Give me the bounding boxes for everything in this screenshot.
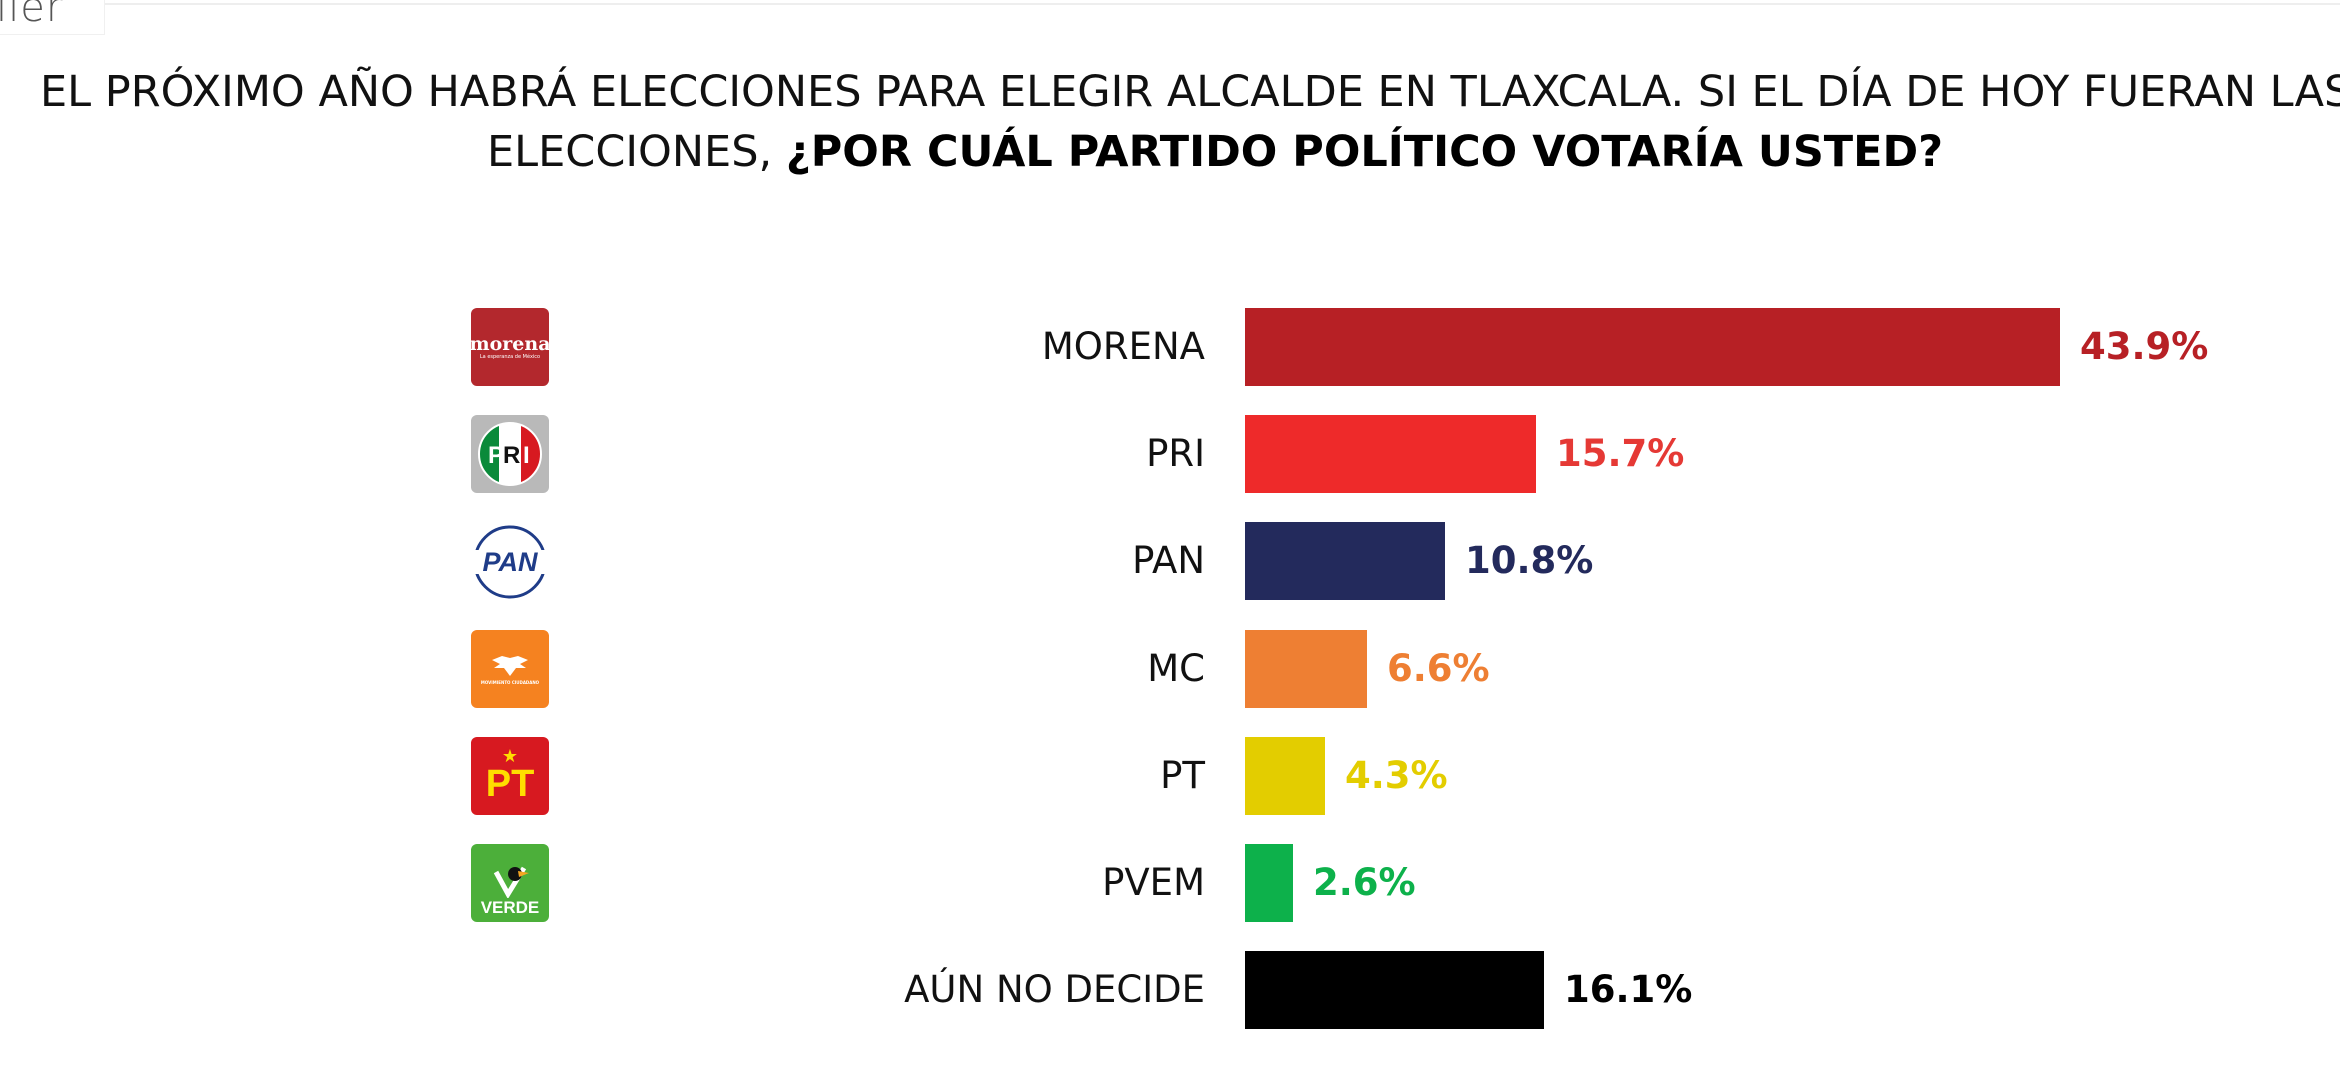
value-label-aun-no-decide: 16.1%: [1564, 968, 1693, 1011]
brand-logo: ller: [0, 0, 105, 35]
pri-logo-i: I: [523, 442, 530, 469]
value-label-mc: 6.6%: [1387, 647, 1490, 690]
category-label-pri: PRI: [1146, 432, 1205, 475]
corner-decoration: [2235, 0, 2340, 40]
title-line-1: EL PRÓXIMO AÑO HABRÁ ELECCIONES PARA ELE…: [40, 67, 2340, 117]
category-label-pt: PT: [1160, 754, 1205, 797]
pri-logo-emblem: P R I: [478, 422, 542, 486]
top-divider: [104, 3, 2340, 5]
pvem-logo-text: VERDE: [480, 898, 540, 917]
morena-logo-text: morena: [471, 333, 549, 355]
pri-logo: P R I: [471, 415, 549, 493]
pan-logo-text: PAN: [482, 547, 538, 577]
category-label-mc: MC: [1147, 647, 1205, 690]
pt-logo: ★ PT: [471, 737, 549, 815]
title-line-2-prefix: ELECCIONES,: [487, 127, 786, 177]
brand-wordmark: ller: [0, 0, 64, 31]
eagle-icon: [492, 655, 528, 676]
pri-logo-r: R: [503, 442, 520, 469]
mc-logo-text: MOVIMIENTO CIUDADANO: [480, 679, 540, 685]
category-label-morena: MORENA: [1041, 325, 1205, 368]
bar-aun-no-decide: [1245, 951, 1544, 1029]
value-label-pt: 4.3%: [1345, 754, 1448, 797]
morena-logo: morena La esperanza de México: [471, 308, 549, 386]
mc-logo: MOVIMIENTO CIUDADANO: [471, 630, 549, 708]
category-label-pvem: PVEM: [1102, 861, 1205, 904]
pri-logo-p: P: [488, 442, 504, 469]
toucan-icon: [493, 866, 529, 898]
chart-title: EL PRÓXIMO AÑO HABRÁ ELECCIONES PARA ELE…: [40, 62, 2340, 182]
value-label-pan: 10.8%: [1465, 539, 1594, 582]
bar-pvem: [1245, 844, 1293, 922]
morena-logo-tagline: La esperanza de México: [479, 354, 541, 360]
pan-logo-emblem: PAN: [473, 525, 547, 599]
category-label-pan: PAN: [1132, 539, 1205, 582]
bar-morena: [1245, 308, 2060, 386]
bar-pt: [1245, 737, 1325, 815]
bar-pan: [1245, 522, 1445, 600]
bar-pri: [1245, 415, 1536, 493]
pan-logo: PAN: [471, 523, 549, 601]
star-icon: ★: [501, 746, 519, 767]
value-label-pvem: 2.6%: [1313, 861, 1416, 904]
pvem-logo: VERDE: [471, 844, 549, 922]
title-question: ¿POR CUÁL PARTIDO POLÍTICO VOTARÍA USTED…: [785, 127, 1944, 177]
pt-logo-text: PT: [485, 763, 535, 805]
value-label-pri: 15.7%: [1556, 432, 1685, 475]
title-line-2: ELECCIONES, ¿POR CUÁL PARTIDO POLÍTICO V…: [40, 122, 2340, 182]
bar-mc: [1245, 630, 1367, 708]
value-label-morena: 43.9%: [2080, 325, 2209, 368]
category-label-aun-no-decide: AÚN NO DECIDE: [904, 968, 1205, 1011]
